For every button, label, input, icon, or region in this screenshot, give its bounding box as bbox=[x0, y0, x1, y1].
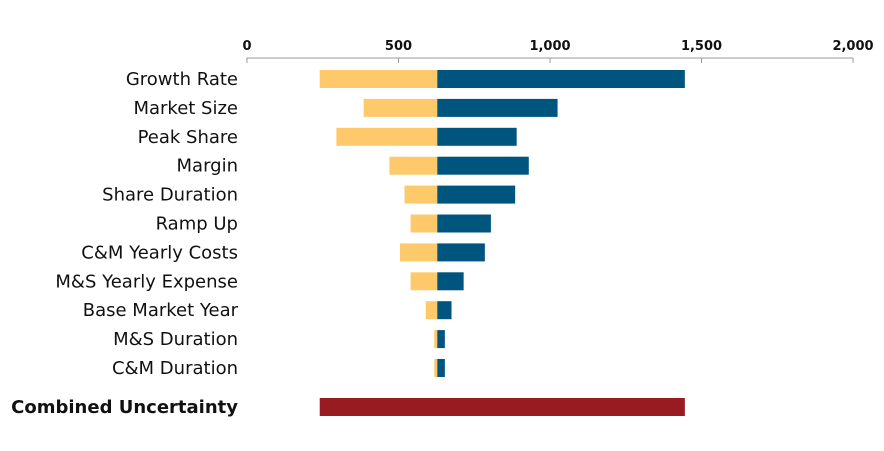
low-bar bbox=[410, 272, 438, 291]
category-label: Base Market Year bbox=[83, 300, 239, 321]
low-bar bbox=[336, 127, 438, 146]
category-label: M&S Duration bbox=[113, 329, 238, 350]
high-bar bbox=[437, 127, 517, 146]
low-bar bbox=[400, 243, 438, 262]
category-label: M&S Yearly Expense bbox=[55, 271, 238, 292]
category-label: Share Duration bbox=[102, 185, 238, 206]
x-axis: 0 500 1,000 1,500 2,000 bbox=[242, 39, 874, 63]
high-bar bbox=[437, 156, 529, 175]
category-label: C&M Yearly Costs bbox=[81, 242, 238, 263]
category-label: Margin bbox=[177, 156, 238, 177]
low-bar bbox=[425, 301, 438, 320]
x-tick-label: 0 bbox=[242, 39, 251, 54]
low-bar bbox=[434, 330, 438, 349]
x-tick-label: 1,500 bbox=[681, 39, 722, 54]
bars bbox=[319, 70, 685, 377]
combined-bar bbox=[319, 398, 685, 416]
category-labels: Growth Rate Market Size Peak Share Margin Sh… bbox=[55, 69, 238, 379]
x-tick-label: 2,000 bbox=[832, 39, 873, 54]
x-tick-label: 1,000 bbox=[529, 39, 570, 54]
low-bar bbox=[389, 156, 438, 175]
low-bar bbox=[319, 70, 438, 88]
high-bar bbox=[437, 330, 445, 349]
combined-uncertainty: Combined Uncertainty bbox=[11, 397, 685, 418]
category-label: Ramp Up bbox=[156, 214, 238, 235]
category-label: C&M Duration bbox=[112, 358, 238, 379]
combined-uncertainty-label: Combined Uncertainty bbox=[11, 397, 238, 418]
category-label: Market Size bbox=[133, 98, 238, 119]
category-label: Growth Rate bbox=[126, 69, 238, 90]
x-tick-label: 500 bbox=[385, 39, 412, 54]
high-bar bbox=[437, 272, 464, 291]
high-bar bbox=[437, 359, 445, 377]
low-bar bbox=[434, 359, 438, 377]
high-bar bbox=[437, 243, 485, 262]
category-label: Peak Share bbox=[138, 127, 238, 148]
high-bar bbox=[437, 70, 685, 88]
high-bar bbox=[437, 214, 491, 233]
low-bar bbox=[404, 185, 438, 204]
low-bar bbox=[363, 98, 438, 117]
high-bar bbox=[437, 185, 516, 204]
low-bar bbox=[410, 214, 438, 233]
high-bar bbox=[437, 301, 452, 320]
high-bar bbox=[437, 98, 558, 117]
